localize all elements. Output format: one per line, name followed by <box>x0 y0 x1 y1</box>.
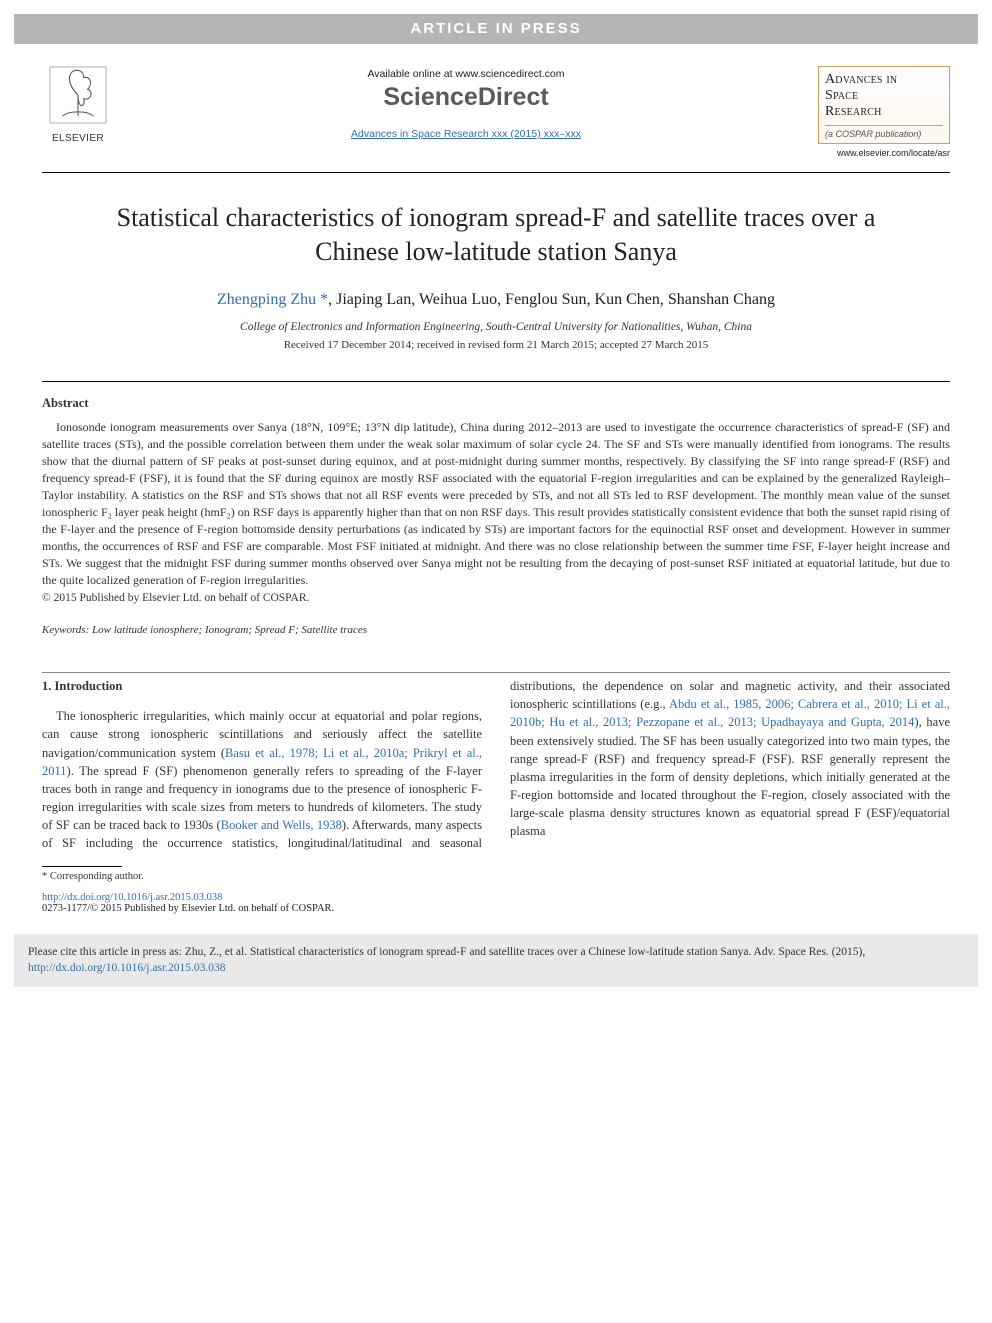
sciencedirect-logo: ScienceDirect <box>134 83 798 112</box>
intro-text-2b: ), have been extensively studied. The SF… <box>510 715 950 838</box>
cover-line-1: Advances in <box>825 72 897 87</box>
abstract-copyright: © 2015 Published by Elsevier Ltd. on beh… <box>42 592 950 604</box>
available-online-line: Available online at www.sciencedirect.co… <box>134 68 798 80</box>
journal-citation-link[interactable]: Advances in Space Research xxx (2015) xx… <box>351 128 581 140</box>
corresponding-author-note: * Corresponding author. <box>14 866 978 882</box>
ref-link-2[interactable]: Booker and Wells, 1938 <box>221 818 342 832</box>
intro-text-1c: ). <box>342 818 349 832</box>
doi-block: http://dx.doi.org/10.1016/j.asr.2015.03.… <box>14 882 978 920</box>
intro-paragraph: The ionospheric irregularities, which ma… <box>42 677 950 852</box>
masthead: ELSEVIER Available online at www.science… <box>14 66 978 172</box>
elsevier-label: ELSEVIER <box>42 133 114 144</box>
doi-link[interactable]: http://dx.doi.org/10.1016/j.asr.2015.03.… <box>42 892 222 903</box>
keywords-label: Keywords: <box>42 624 89 636</box>
elsevier-tree-icon <box>49 66 107 124</box>
abstract-paragraph: Ionosonde ionogram measurements over San… <box>42 419 950 589</box>
authors-rest: , Jiaping Lan, Weihua Luo, Fenglou Sun, … <box>328 291 775 308</box>
keywords-items: Low latitude ionosphere; Ionogram; Sprea… <box>92 624 367 636</box>
footnote-rule <box>42 866 122 867</box>
keywords-line: Keywords: Low latitude ionosphere; Ionog… <box>42 624 950 636</box>
abstract-text: Ionosonde ionogram measurements over San… <box>42 419 950 589</box>
corresponding-author-link[interactable]: Zhengping Zhu <box>217 291 316 308</box>
doi-copyright-line: 0273-1177/© 2015 Published by Elsevier L… <box>42 903 334 914</box>
cover-box: Advances in Space Research (a COSPAR pub… <box>818 66 950 144</box>
citation-doi-link[interactable]: http://dx.doi.org/10.1016/j.asr.2015.03.… <box>28 962 226 974</box>
article-title: Statistical characteristics of ionogram … <box>82 201 910 269</box>
cover-line-3: Research <box>825 104 882 119</box>
banner-text: ARTICLE IN PRESS <box>410 20 581 37</box>
body-columns: 1. Introduction The ionospheric irregula… <box>14 673 978 852</box>
corresponding-star[interactable]: * <box>320 291 328 308</box>
authors-line: Zhengping Zhu *, Jiaping Lan, Weihua Luo… <box>82 291 910 309</box>
article-dates: Received 17 December 2014; received in r… <box>82 339 910 351</box>
abstract-heading: Abstract <box>42 396 950 411</box>
intro-heading: 1. Introduction <box>42 677 482 695</box>
elsevier-logo: ELSEVIER <box>42 66 114 144</box>
affiliation: College of Electronics and Information E… <box>82 321 910 333</box>
journal-cover: Advances in Space Research (a COSPAR pub… <box>818 66 950 158</box>
corr-note-text: * Corresponding author. <box>42 871 144 882</box>
citation-text: Please cite this article in press as: Zh… <box>28 946 865 958</box>
cover-subtitle: (a COSPAR publication) <box>825 125 943 139</box>
citation-box: Please cite this article in press as: Zh… <box>14 934 978 986</box>
title-block: Statistical characteristics of ionogram … <box>14 173 978 381</box>
article-in-press-banner: ARTICLE IN PRESS <box>14 14 978 44</box>
cover-line-2: Space <box>825 88 858 103</box>
masthead-center: Available online at www.sciencedirect.co… <box>134 66 798 142</box>
cover-url: www.elsevier.com/locate/asr <box>818 148 950 158</box>
abstract-block: Abstract Ionosonde ionogram measurements… <box>14 382 978 672</box>
